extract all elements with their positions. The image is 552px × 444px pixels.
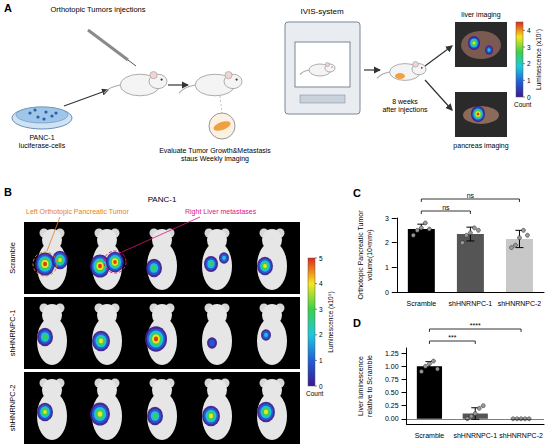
svg-text:2: 2 [385, 239, 389, 246]
svg-text:Luminescence (x10⁹): Luminescence (x10⁹) [327, 291, 335, 352]
svg-text:Left Orthotopic Pancreatic Tum: Left Orthotopic Pancreatic Tumor [26, 208, 129, 216]
svg-text:Scramble: Scramble [407, 300, 437, 307]
svg-text:B: B [4, 186, 12, 198]
svg-text:5: 5 [319, 255, 323, 262]
svg-text:Liver luminescence: Liver luminescence [357, 356, 364, 416]
svg-text:1.00: 1.00 [385, 363, 399, 370]
svg-text:***: *** [448, 334, 456, 341]
svg-text:relative to Scramble: relative to Scramble [366, 355, 373, 417]
svg-text:shHNRNPC-2: shHNRNPC-2 [498, 300, 542, 307]
svg-text:2: 2 [319, 331, 323, 338]
svg-text:C: C [353, 187, 361, 199]
svg-text:shHNRNPC-1: shHNRNPC-1 [8, 310, 17, 357]
svg-text:1: 1 [385, 264, 389, 271]
svg-text:PANC-1luciferase-cells: PANC-1luciferase-cells [19, 134, 66, 149]
svg-text:Scramble: Scramble [415, 432, 445, 439]
svg-text:Count: Count [514, 101, 532, 108]
svg-text:0: 0 [527, 94, 531, 101]
svg-text:PANC-1: PANC-1 [148, 195, 177, 204]
svg-text:0.25: 0.25 [385, 402, 399, 409]
svg-text:1: 1 [319, 357, 323, 364]
svg-text:4: 4 [319, 280, 323, 287]
svg-text:ns: ns [442, 204, 450, 211]
svg-text:Evaluate Tumor Growth&Metastas: Evaluate Tumor Growth&Metastasisstaus We… [159, 147, 271, 163]
svg-text:2: 2 [527, 60, 531, 67]
svg-text:Orthotopic Pancreatic Tumor: Orthotopic Pancreatic Tumor [357, 210, 365, 300]
svg-text:1: 1 [527, 77, 531, 84]
svg-text:****: **** [470, 322, 481, 329]
svg-text:D: D [353, 317, 361, 329]
svg-text:IVIS-system: IVIS-system [300, 7, 343, 16]
svg-text:shHNRNPC-2: shHNRNPC-2 [499, 432, 543, 439]
svg-text:Count: Count [306, 390, 324, 397]
svg-text:shHNRNPC-2: shHNRNPC-2 [8, 385, 17, 432]
svg-text:Luminescence (x10⁷): Luminescence (x10⁷) [535, 29, 543, 90]
svg-text:4: 4 [527, 27, 531, 34]
svg-text:3: 3 [385, 215, 389, 222]
svg-text:liver imaging: liver imaging [461, 11, 500, 19]
svg-text:shHNRNPC-1: shHNRNPC-1 [449, 300, 493, 307]
svg-text:8 weeksafter injections: 8 weeksafter injections [382, 98, 428, 114]
svg-text:Scramble: Scramble [8, 242, 17, 274]
svg-text:1.25: 1.25 [385, 350, 399, 357]
svg-text:Right Liver metastases: Right Liver metastases [185, 208, 257, 216]
svg-text:Orthotopic Tumors injections: Orthotopic Tumors injections [50, 5, 145, 14]
svg-text:ns: ns [467, 192, 475, 199]
svg-text:pancreas imaging: pancreas imaging [453, 142, 508, 150]
svg-text:volume(10³mm³): volume(10³mm³) [366, 229, 374, 280]
svg-text:0.50: 0.50 [385, 389, 399, 396]
svg-text:shHNRNPC-1: shHNRNPC-1 [453, 432, 497, 439]
svg-text:3: 3 [319, 306, 323, 313]
svg-text:0.75: 0.75 [385, 376, 399, 383]
svg-text:0.00: 0.00 [385, 415, 399, 422]
svg-text:3: 3 [527, 44, 531, 51]
svg-text:0: 0 [319, 383, 323, 390]
svg-text:0: 0 [385, 289, 389, 296]
svg-text:A: A [4, 2, 12, 14]
